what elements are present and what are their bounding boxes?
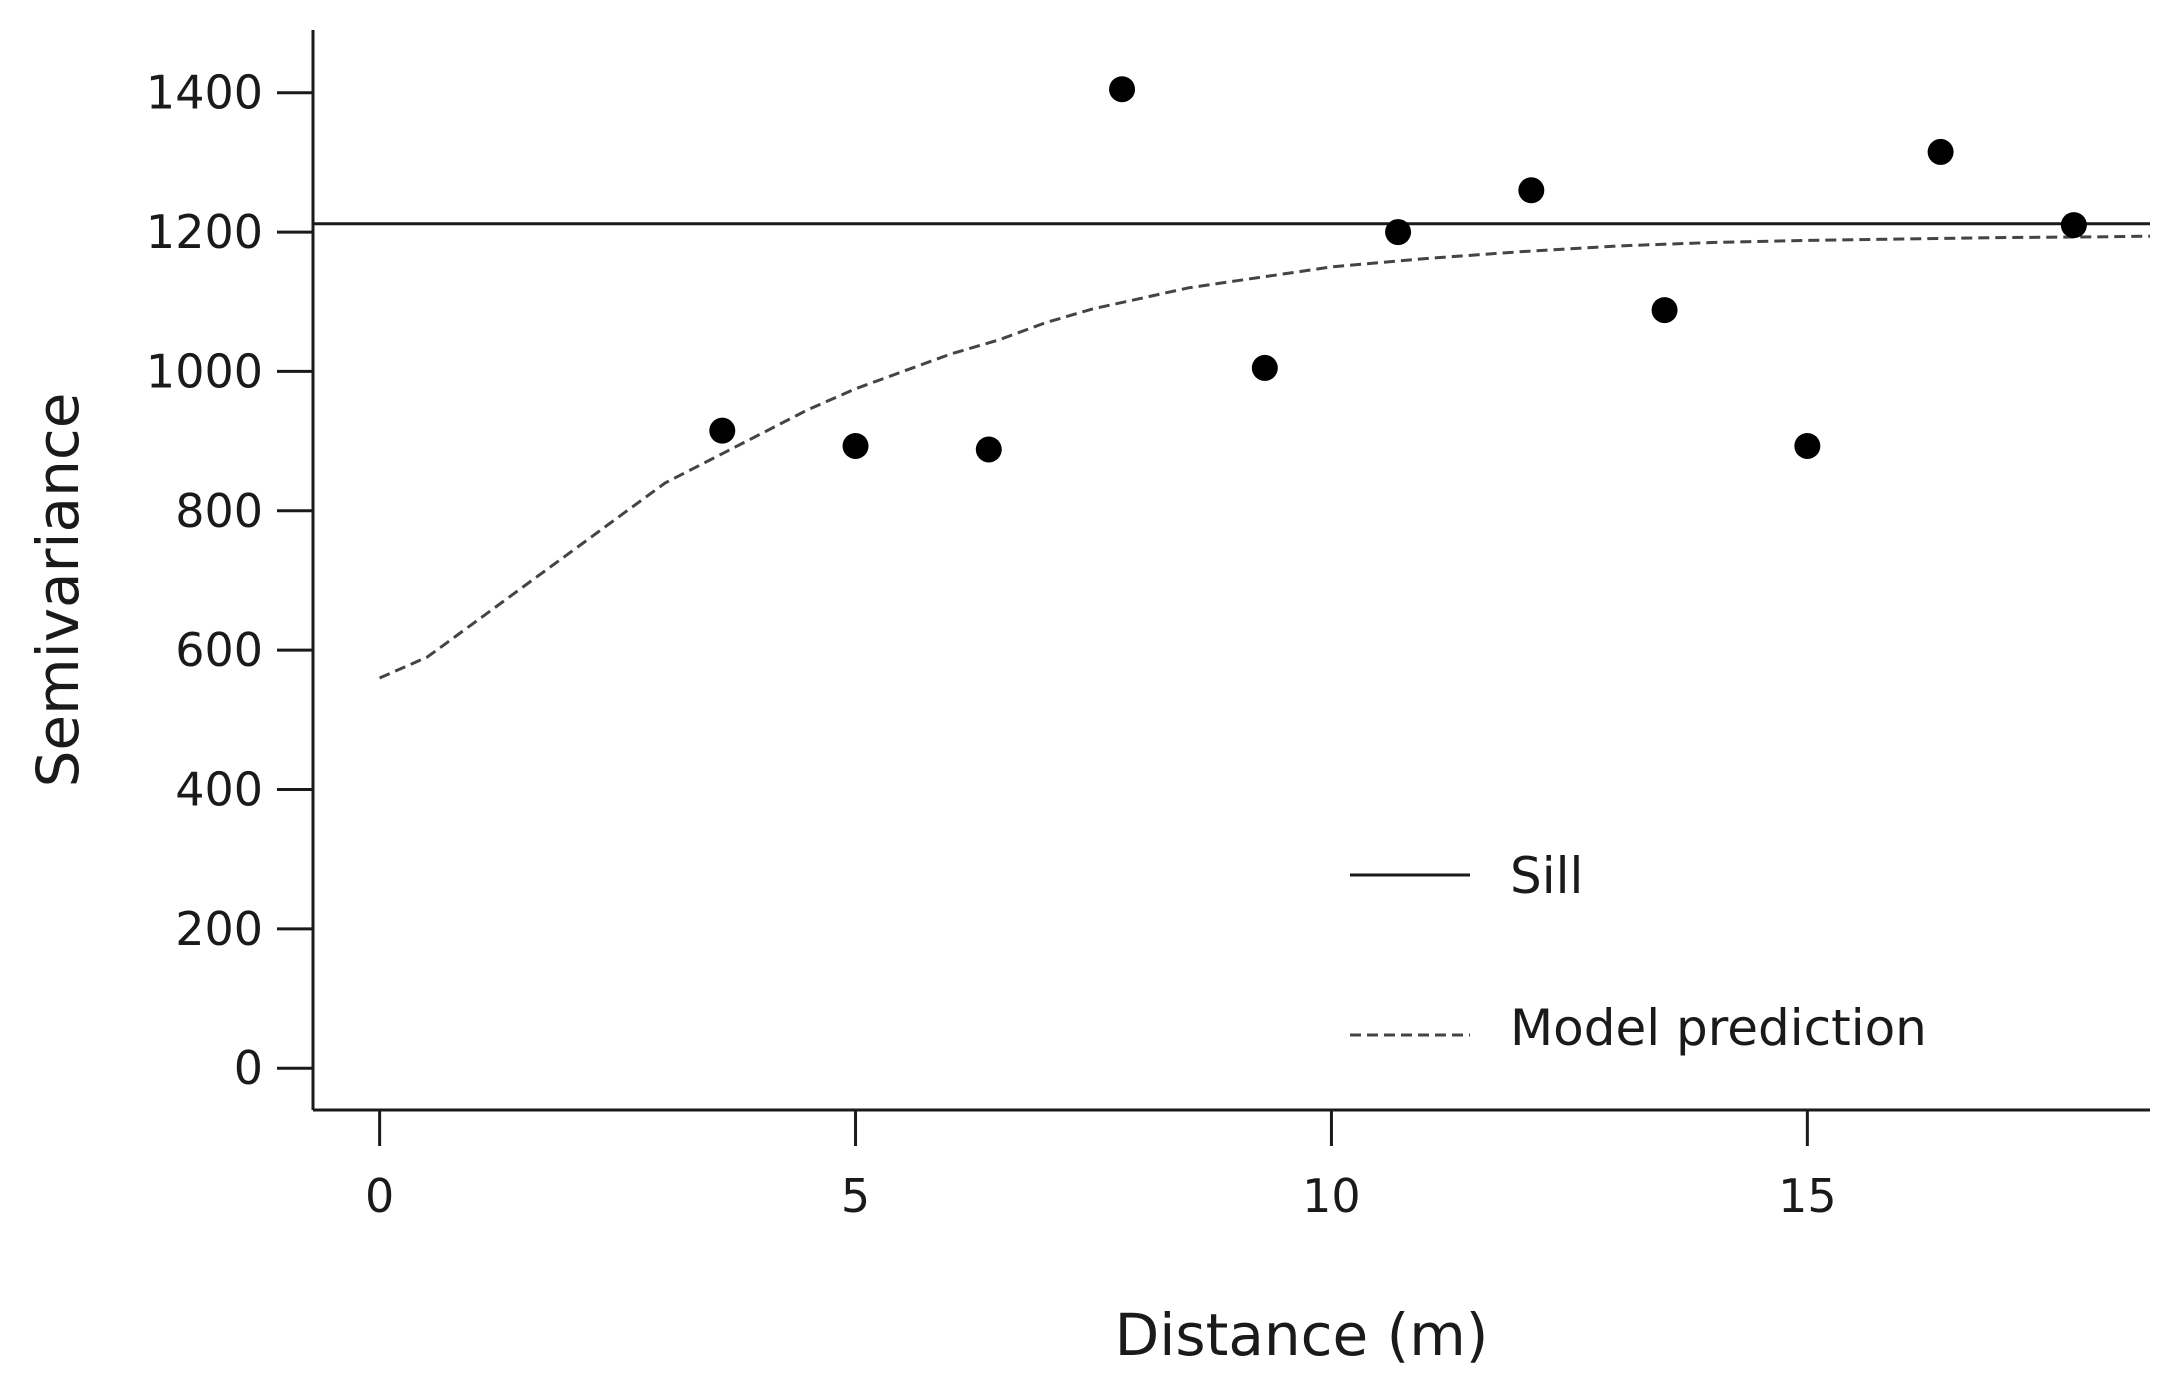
- data-point: [975, 436, 1002, 463]
- data-point: [1109, 76, 1136, 103]
- data-point: [1518, 177, 1545, 204]
- data-point: [842, 432, 869, 459]
- x-tick-label: 10: [1302, 1169, 1361, 1223]
- x-ticks: 0 5 10 15: [365, 1110, 1837, 1223]
- y-tick-label: 1400: [146, 66, 263, 120]
- data-points: [709, 76, 2087, 463]
- y-tick-label: 600: [175, 623, 263, 677]
- data-point: [1385, 219, 1412, 246]
- legend-model-label: Model prediction: [1510, 999, 1927, 1057]
- data-point: [1651, 297, 1678, 324]
- y-axis-title: Semivariance: [24, 393, 92, 788]
- data-point: [1251, 354, 1278, 381]
- model-prediction-line: [378, 234, 2151, 680]
- x-tick-label: 0: [365, 1169, 394, 1223]
- x-axis-title: Distance (m): [1115, 1301, 1489, 1369]
- y-tick-label: 1200: [146, 205, 263, 259]
- y-tick-label: 1000: [146, 344, 263, 398]
- x-tick-label: 5: [841, 1169, 870, 1223]
- data-point: [1794, 432, 1821, 459]
- data-point: [709, 417, 736, 444]
- y-tick-label: 800: [175, 484, 263, 538]
- y-ticks: 0 200 400 600 800 1000 1200 1400: [146, 66, 313, 1095]
- x-tick-label: 15: [1778, 1169, 1837, 1223]
- legend: Sill Model prediction: [1350, 847, 1927, 1057]
- data-point: [2060, 212, 2087, 239]
- y-tick-label: 400: [175, 762, 263, 816]
- y-tick-label: 0: [234, 1041, 263, 1095]
- y-tick-label: 200: [175, 902, 263, 956]
- data-point: [1927, 138, 1954, 165]
- legend-sill-label: Sill: [1510, 847, 1583, 905]
